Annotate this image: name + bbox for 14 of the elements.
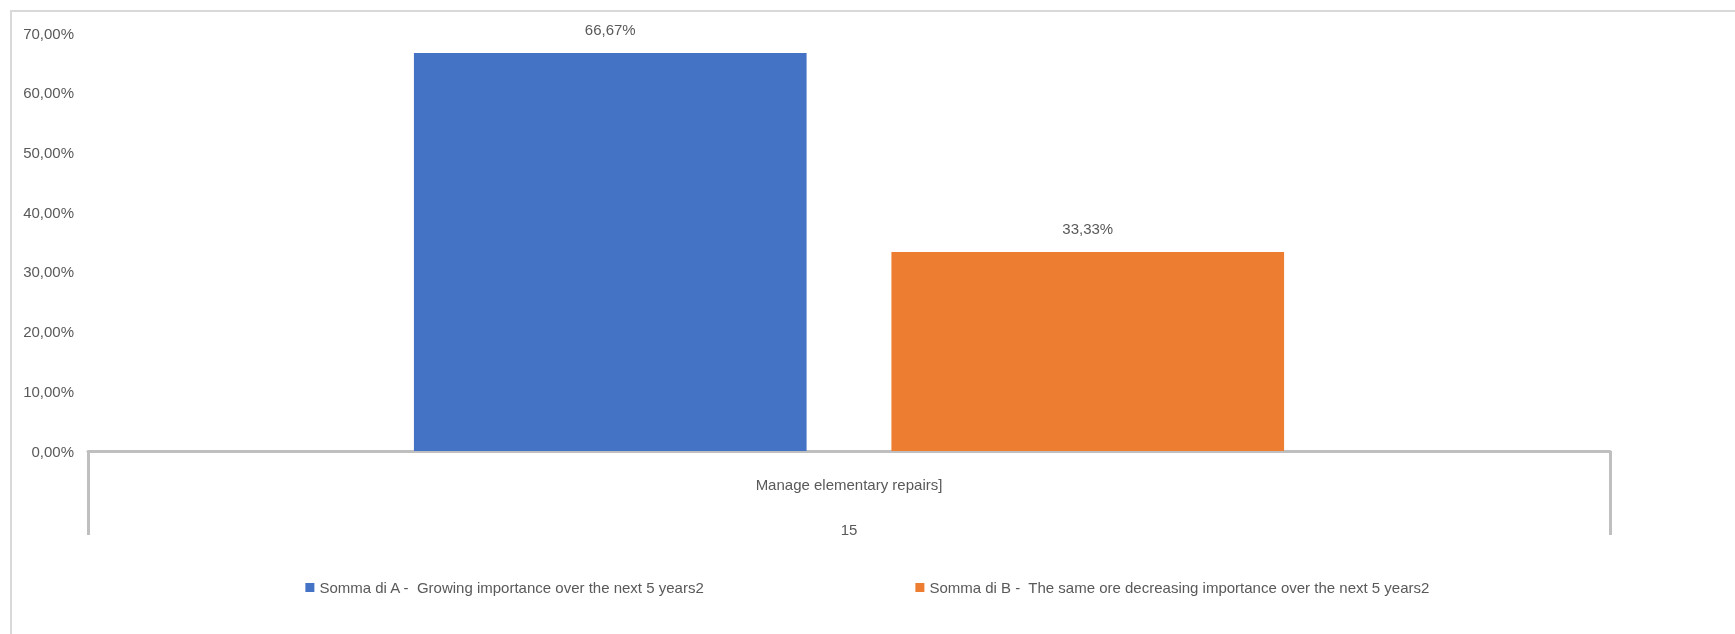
x-tick-label: Manage elementary repairs] [755,476,943,493]
y-tick-label: 40,00% [23,203,74,221]
y-tick-label: 20,00% [23,323,74,341]
legend-label: Somma di B - The same ore decreasing importance over the next 5 years2 [929,579,1430,596]
y-tick-label: 60,00% [23,84,74,102]
x-axis-title: 15 [840,521,858,538]
data-label: 66,67% [584,20,636,38]
y-tick-label: 70,00% [23,24,74,42]
data-label: 33,33% [1062,219,1114,237]
y-tick-label: 30,00% [23,263,74,281]
y-tick-label: 50,00% [23,143,74,161]
y-tick-label: 0,00% [31,442,74,460]
y-tick-label: 10,00% [23,382,74,400]
legend-label: Somma di A - Growing importance over the next 5 years2 [319,579,704,596]
